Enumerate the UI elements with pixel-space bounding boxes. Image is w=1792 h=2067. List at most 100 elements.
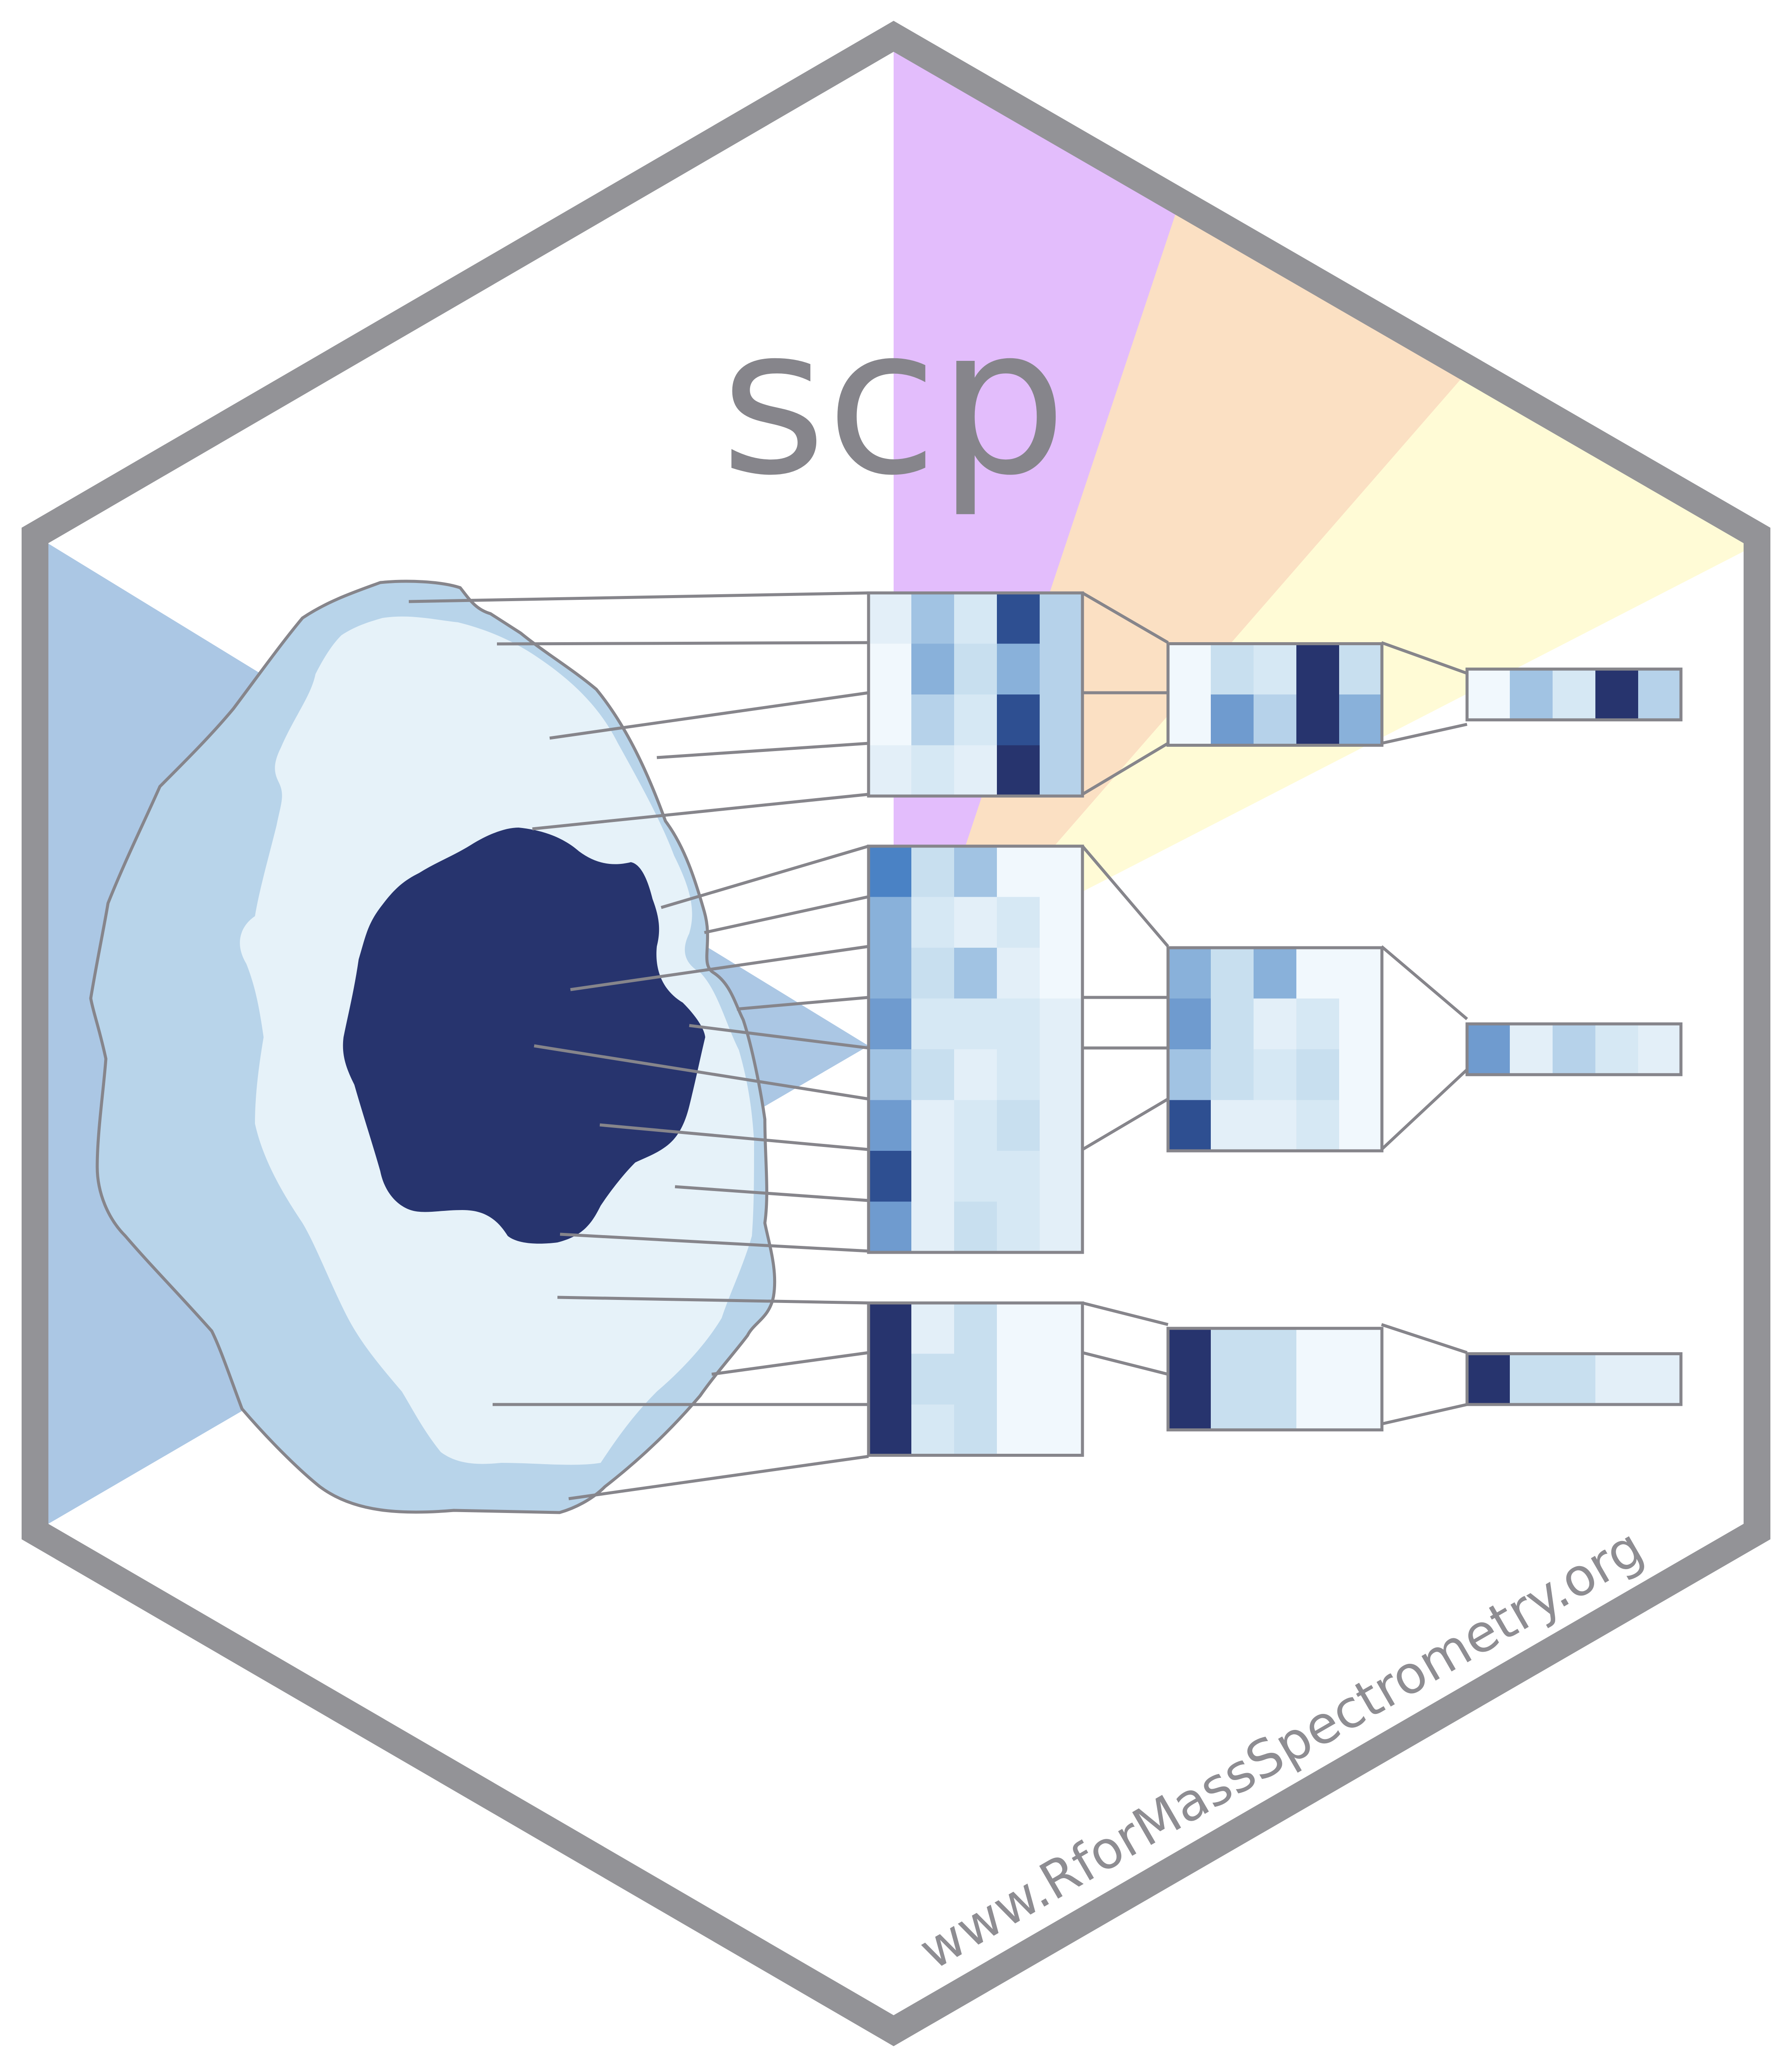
heatmap-middle-level-2 (1166, 946, 1384, 1153)
heatmap-cell (954, 846, 997, 897)
heatmap-cell (911, 897, 955, 948)
heatmap-cell (911, 1049, 955, 1100)
heatmap-cell (869, 897, 912, 948)
heatmap-cell (1254, 1328, 1297, 1379)
cell (89, 580, 777, 1514)
heatmap-cell (1339, 1328, 1382, 1379)
connector-line (1380, 945, 1468, 1020)
heatmap-cell (869, 1151, 912, 1202)
leader-line (408, 591, 869, 603)
heatmap-cell (1040, 897, 1083, 948)
heatmap-cell (869, 1354, 912, 1405)
heatmap-cell (869, 948, 912, 999)
heatmap-cell (1040, 846, 1083, 897)
heatmap-cell (1296, 643, 1340, 695)
heatmap-cell (954, 1100, 997, 1151)
connector-line (1381, 641, 1468, 675)
heatmap-cell (1254, 1049, 1297, 1100)
heatmap-cell (1339, 948, 1382, 999)
heatmap-cell (1211, 948, 1254, 999)
heatmap-cell (1638, 1024, 1681, 1075)
heatmap-frame (867, 844, 1084, 1254)
heatmap-cell (1595, 669, 1639, 720)
heatmap-cell (1254, 1100, 1297, 1151)
heatmap-cell (954, 1405, 997, 1455)
heatmap-cell (1296, 948, 1340, 999)
heatmap-cell (1211, 998, 1254, 1050)
heatmap-cell (1467, 1354, 1510, 1405)
heatmap-cell (954, 1354, 997, 1405)
heatmap-cell (1168, 643, 1211, 695)
heatmap-cell (1553, 1354, 1596, 1405)
heatmap-cell (1254, 1379, 1297, 1430)
heatmap-cell (997, 846, 1040, 897)
leader-line (557, 1296, 869, 1305)
heatmap-cell (1168, 948, 1211, 999)
heatmap-cell (1168, 1379, 1211, 1430)
heatmap-cell (911, 998, 955, 1050)
heatmap-cell (954, 897, 997, 948)
heatmap-cell (1254, 998, 1297, 1050)
heatmap-cell (1168, 1049, 1211, 1100)
connector-line (1081, 845, 1169, 948)
heatmap-cell (1168, 1100, 1211, 1151)
heatmap-cell (1510, 1354, 1553, 1405)
heatmap-cell (1254, 643, 1297, 695)
heatmap-cell (954, 1049, 997, 1100)
connector-line (1082, 1351, 1168, 1376)
leader-line (599, 1123, 869, 1151)
heatmap-top-level-1 (867, 591, 1084, 798)
heatmap-cell (1040, 593, 1083, 644)
leader-lines (408, 591, 869, 1500)
heatmap-cell (869, 593, 912, 644)
heatmap-cell (1040, 1049, 1083, 1100)
leader-line (704, 895, 869, 934)
heatmap-cell (1510, 1024, 1553, 1075)
heatmap-cell (1040, 694, 1083, 745)
hexagon-border (22, 21, 1770, 2046)
connector-line (1082, 591, 1169, 644)
heatmap-bottom-level-1 (867, 1301, 1084, 1457)
heatmap-cell (911, 1151, 955, 1202)
heatmap-cell (954, 1303, 997, 1354)
heatmap-cell (911, 745, 955, 796)
leader-line (560, 1233, 869, 1253)
heatmap-cell (954, 948, 997, 999)
leader-line (532, 793, 869, 831)
heatmap-cell (1296, 1049, 1340, 1100)
heatmap-cell (1254, 694, 1297, 745)
heatmap-cell (869, 846, 912, 897)
heatmap-cell (954, 998, 997, 1050)
heatmap-cell (997, 998, 1040, 1050)
heatmap-cell (954, 745, 997, 796)
leader-line (497, 641, 869, 646)
heatmap-cell (869, 1201, 912, 1253)
heatmap-cell (1211, 1328, 1254, 1379)
heatmap-cell (1040, 1354, 1083, 1405)
heatmap-cell (1040, 1100, 1083, 1151)
heatmap-cell (954, 593, 997, 644)
heatmap-cell (869, 643, 912, 695)
connector-line (1381, 1403, 1467, 1426)
connector-line (1082, 1301, 1168, 1326)
heatmap-cell (1040, 1151, 1083, 1202)
heatmap-cell (997, 1405, 1040, 1455)
heatmap-frame (1166, 946, 1384, 1153)
heatmap-cell (1339, 998, 1382, 1050)
heatmap-cell (1638, 669, 1681, 720)
leader-line (736, 996, 869, 1011)
heatmap-cell (869, 1100, 912, 1151)
heatmap-cell (997, 1303, 1040, 1354)
heatmap-cell (1040, 1303, 1083, 1354)
connector-line (1082, 1097, 1169, 1151)
heatmap-cell (1553, 1024, 1596, 1075)
heatmap-cell (997, 1049, 1040, 1100)
heatmap-cell (911, 1303, 955, 1354)
heatmap-frame (1166, 1327, 1384, 1432)
leader-line (549, 691, 869, 740)
heatmap-frame (1465, 667, 1683, 722)
heatmap-cell (911, 1405, 955, 1455)
leader-line (689, 1024, 869, 1050)
heatmap-cell (911, 643, 955, 695)
